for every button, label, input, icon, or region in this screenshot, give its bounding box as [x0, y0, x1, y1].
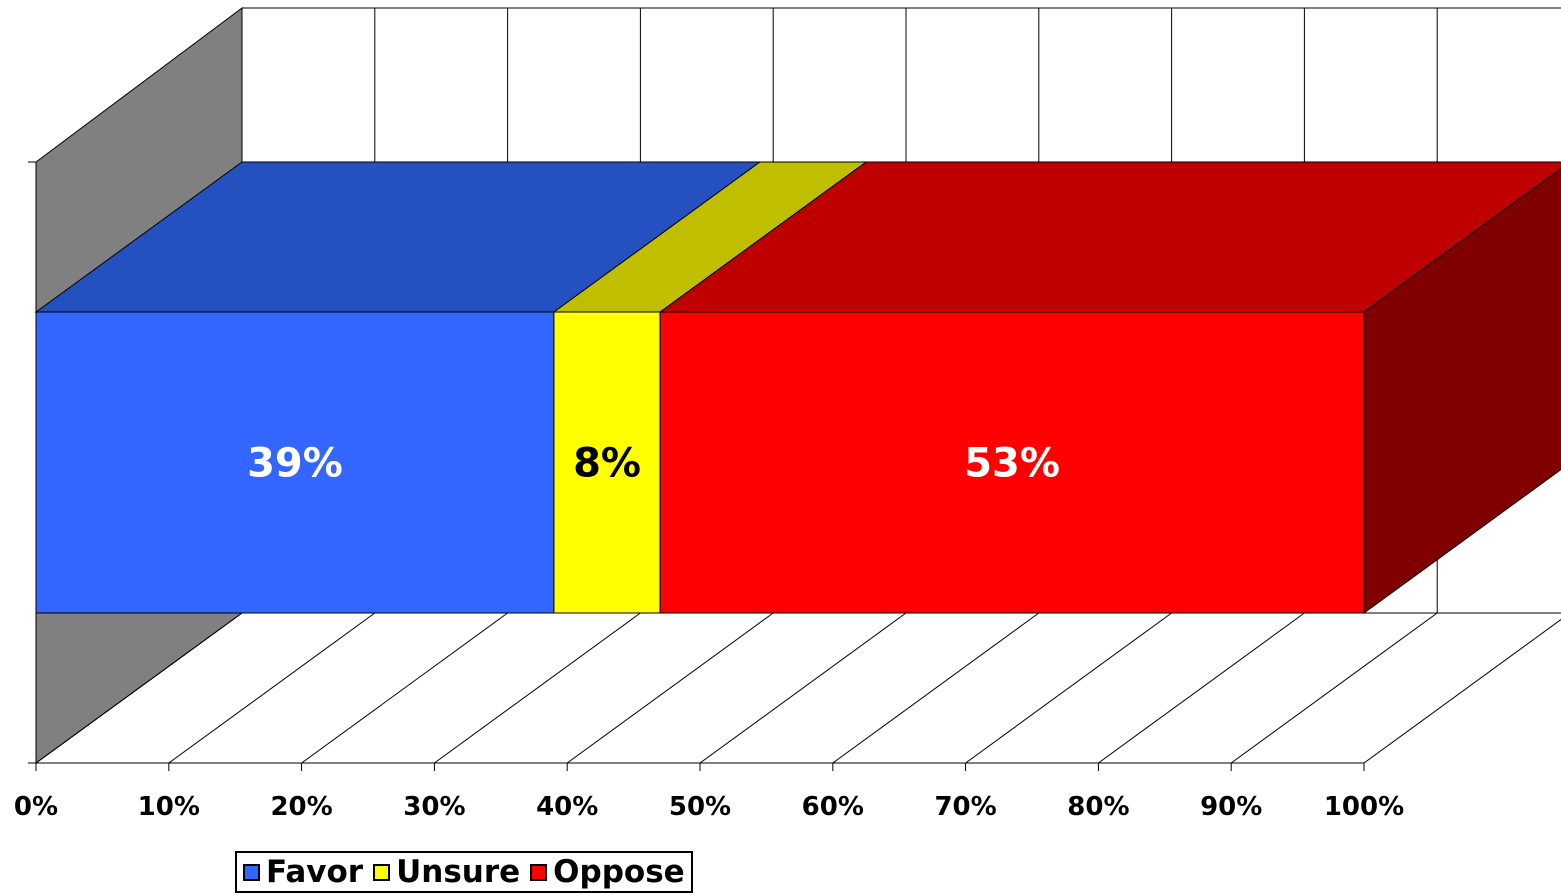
legend-label-oppose: Oppose: [553, 853, 685, 890]
legend-label-unsure: Unsure: [396, 853, 521, 890]
bar-segments: [34, 161, 1561, 614]
x-tick-label: 80%: [1067, 792, 1129, 822]
x-tick-label: 100%: [1324, 792, 1404, 822]
x-tick-label: 30%: [403, 792, 465, 822]
floor-gridline: [434, 612, 641, 764]
legend-item-unsure: Unsure: [373, 853, 521, 890]
data-labels: 39% 8% 53%: [247, 441, 1060, 487]
floor-gridline: [301, 612, 508, 764]
legend-label-favor: Favor: [266, 853, 364, 890]
floor-grid: [35, 612, 1561, 764]
x-tick-label: 0%: [14, 792, 58, 822]
x-tick-label: 20%: [270, 792, 332, 822]
x-tick-label: 10%: [138, 792, 200, 822]
floor-gridline: [699, 612, 907, 764]
floor-gridline: [168, 612, 376, 764]
x-tick-label: 50%: [669, 792, 731, 822]
x-tick-label: 70%: [934, 792, 996, 822]
x-tick-label: 40%: [536, 792, 598, 822]
floor-gridline: [35, 612, 243, 764]
floor-gridline: [1098, 612, 1305, 764]
x-tick-label: 60%: [802, 792, 864, 822]
x-tick-label: 90%: [1200, 792, 1262, 822]
legend-swatch-unsure: [373, 863, 391, 881]
legend-swatch-favor: [243, 863, 260, 881]
legend: Favor Unsure Oppose: [235, 851, 693, 893]
floor-gridline: [566, 612, 774, 764]
bar-side-oppose: [1363, 167, 1561, 614]
floor-gridline: [1230, 612, 1438, 764]
data-label-favor: 39%: [247, 441, 343, 487]
data-label-oppose: 53%: [964, 441, 1060, 487]
legend-item-favor: Favor: [243, 853, 364, 890]
data-label-unsure: 8%: [573, 441, 641, 487]
bar-segment-oppose: [659, 311, 1365, 614]
legend-item-oppose: Oppose: [530, 853, 685, 890]
floor-gridline: [965, 612, 1172, 764]
bar-segment-unsure: [553, 311, 661, 614]
floor-gridline: [1363, 618, 1561, 764]
x-axis: 0% 10% 20% 30% 40% 50% 60% 70% 80% 90% 100%: [14, 161, 1404, 822]
legend-swatch-oppose: [530, 863, 548, 881]
floor-gridline: [832, 612, 1040, 764]
